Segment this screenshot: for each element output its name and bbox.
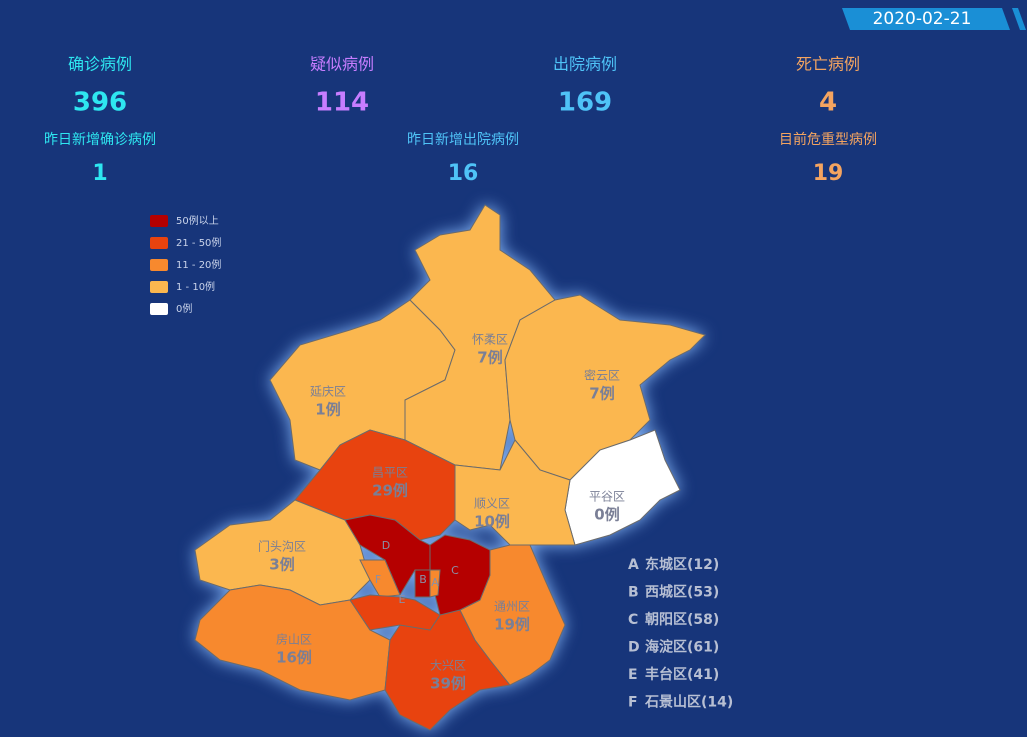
key-text: 东城区(12) bbox=[645, 556, 719, 573]
district-cases: 7例 bbox=[589, 385, 614, 403]
district-name: 大兴区 bbox=[430, 659, 466, 673]
legend-swatch bbox=[150, 303, 168, 315]
legend-label: 21 - 50例 bbox=[176, 236, 221, 249]
map-labels: 延庆区1例怀柔区7例密云区7例平谷区0例顺义区10例昌平区29例门头沟区3例房山… bbox=[258, 333, 625, 693]
key-text: 西城区(53) bbox=[645, 584, 719, 601]
legend-label: 1 - 10例 bbox=[176, 280, 215, 293]
legend-label: 50例以上 bbox=[176, 214, 219, 227]
district-cases: 16例 bbox=[276, 649, 312, 667]
key-letter: D bbox=[628, 640, 640, 656]
key-letter: A bbox=[628, 557, 639, 573]
district-cases: 29例 bbox=[372, 482, 408, 500]
stat-value: 19 bbox=[813, 161, 844, 186]
key-letter: F bbox=[628, 695, 638, 711]
key-text: 石景山区(14) bbox=[644, 695, 733, 711]
district-name: 平谷区 bbox=[589, 490, 625, 504]
district-cases: 1例 bbox=[315, 401, 340, 419]
stat-label: 死亡病例 bbox=[796, 55, 860, 74]
district-cases: 3例 bbox=[269, 556, 294, 574]
legend-swatch bbox=[150, 215, 168, 227]
district-letter: E bbox=[399, 593, 406, 606]
district-name: 昌平区 bbox=[372, 466, 408, 480]
stat-label: 疑似病例 bbox=[310, 55, 374, 74]
date-box-deco bbox=[1012, 8, 1026, 30]
legend-label: 0例 bbox=[176, 302, 192, 315]
map bbox=[194, 204, 706, 731]
stat-value: 4 bbox=[819, 88, 837, 118]
district-shape bbox=[349, 594, 441, 631]
district-name: 密云区 bbox=[584, 368, 620, 383]
key-text: 海淀区(61) bbox=[645, 639, 719, 656]
stat-value: 16 bbox=[448, 161, 479, 186]
key-letter: C bbox=[628, 612, 638, 628]
district-name: 通州区 bbox=[494, 600, 530, 614]
district-shape bbox=[504, 294, 706, 481]
district-cases: 7例 bbox=[477, 349, 502, 367]
key-letter: E bbox=[628, 667, 638, 683]
district-cases: 0例 bbox=[594, 506, 619, 524]
stat-value: 396 bbox=[73, 88, 127, 118]
stat-value: 1 bbox=[92, 161, 107, 186]
district-letter: A bbox=[431, 576, 439, 589]
district-letter: F bbox=[375, 573, 381, 586]
legend-swatch bbox=[150, 259, 168, 271]
district-name: 顺义区 bbox=[474, 497, 510, 511]
stat-label: 确诊病例 bbox=[68, 55, 132, 74]
stat-value: 169 bbox=[558, 88, 612, 118]
district-shape bbox=[454, 439, 576, 546]
legend-swatch bbox=[150, 237, 168, 249]
district-cases: 10例 bbox=[474, 513, 510, 531]
stat-label: 昨日新增确诊病例 bbox=[44, 132, 156, 148]
district-letter: B bbox=[419, 573, 427, 586]
key-text: 朝阳区(58) bbox=[645, 611, 719, 628]
stat-label: 目前危重型病例 bbox=[779, 131, 877, 148]
district-letter: C bbox=[451, 564, 459, 577]
district-cases: 19例 bbox=[494, 616, 530, 634]
district-letter: D bbox=[382, 539, 390, 552]
legend-swatch bbox=[150, 281, 168, 293]
legend-label: 11 - 20例 bbox=[176, 258, 221, 271]
stat-value: 114 bbox=[315, 88, 369, 118]
date-box bbox=[842, 8, 1010, 30]
district-name: 怀柔区 bbox=[472, 333, 508, 347]
district-shape bbox=[429, 569, 441, 598]
date: 2020-02-21 bbox=[873, 9, 972, 29]
district-shape bbox=[459, 544, 566, 686]
district-name: 房山区 bbox=[276, 632, 312, 647]
district-cases: 39例 bbox=[430, 675, 466, 693]
stat-label: 出院病例 bbox=[553, 55, 617, 74]
key-text: 丰台区(41) bbox=[645, 666, 719, 683]
district-name: 门头沟区 bbox=[258, 539, 306, 554]
key-letter: B bbox=[628, 585, 639, 601]
stat-label: 昨日新增出院病例 bbox=[407, 132, 519, 148]
district-name: 延庆区 bbox=[310, 385, 346, 399]
